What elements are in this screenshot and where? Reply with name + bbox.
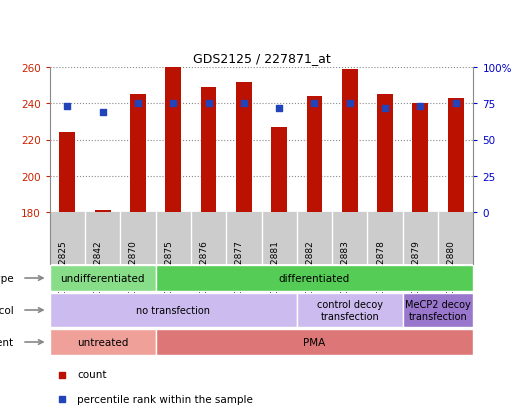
Bar	[165, 68, 181, 212]
Point	[58, 396, 66, 403]
Bar	[156, 265, 473, 292]
Point	[346, 101, 354, 107]
Bar	[50, 329, 156, 356]
Point	[98, 109, 107, 116]
Bar	[342, 70, 358, 212]
Text: untreated: untreated	[77, 337, 128, 347]
Text: no transfection: no transfection	[137, 305, 210, 315]
Bar	[377, 95, 393, 212]
Bar	[50, 265, 156, 292]
Bar	[271, 128, 287, 212]
Bar	[130, 95, 146, 212]
Point	[58, 371, 66, 378]
Text: PMA: PMA	[303, 337, 326, 347]
Text: percentile rank within the sample: percentile rank within the sample	[77, 394, 253, 404]
Text: control decoy
transfection: control decoy transfection	[317, 299, 383, 321]
Bar	[201, 88, 217, 212]
Text: undifferentiated: undifferentiated	[60, 273, 145, 283]
Bar	[448, 99, 463, 212]
Text: protocol: protocol	[0, 305, 14, 315]
Bar	[156, 329, 473, 356]
Point	[381, 105, 389, 112]
Text: MeCP2 decoy
transfection: MeCP2 decoy transfection	[405, 299, 471, 321]
Point	[275, 105, 283, 112]
Title: GDS2125 / 227871_at: GDS2125 / 227871_at	[192, 52, 331, 65]
Bar	[236, 82, 252, 212]
Point	[169, 101, 177, 107]
Point	[416, 104, 425, 110]
Point	[134, 101, 142, 107]
Bar	[403, 293, 473, 328]
Point	[240, 101, 248, 107]
Bar	[297, 293, 403, 328]
Text: count: count	[77, 370, 107, 380]
Bar	[306, 97, 322, 212]
Text: agent: agent	[0, 337, 14, 347]
Bar	[60, 133, 75, 212]
Bar	[95, 211, 110, 212]
Bar	[50, 293, 297, 328]
Point	[63, 104, 72, 110]
Text: cell type: cell type	[0, 273, 14, 283]
Point	[310, 101, 319, 107]
Bar	[413, 104, 428, 212]
Point	[451, 101, 460, 107]
Text: differentiated: differentiated	[279, 273, 350, 283]
Point	[204, 101, 213, 107]
